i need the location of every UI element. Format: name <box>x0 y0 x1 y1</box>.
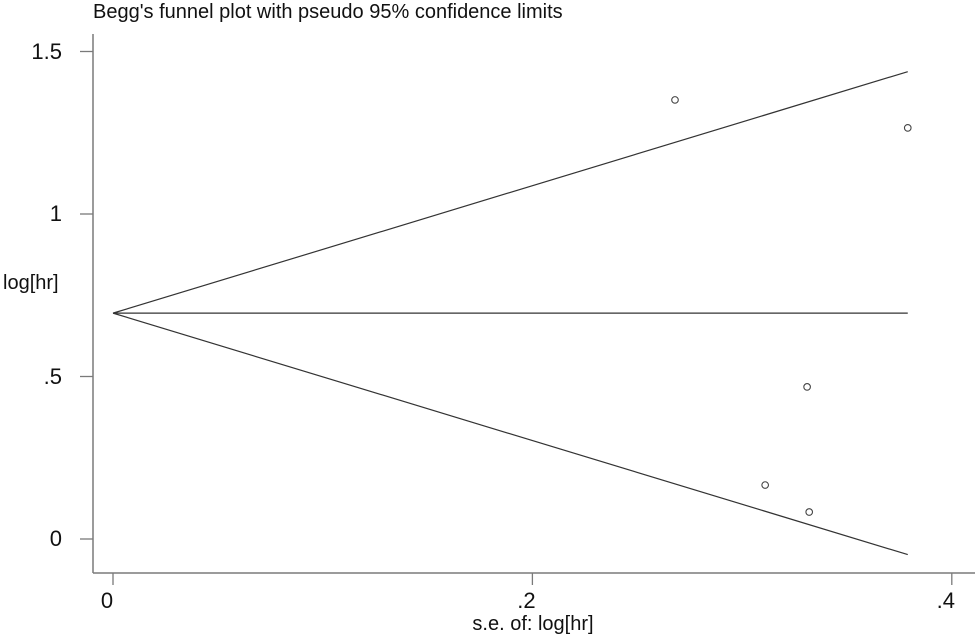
y-tick-label: 0 <box>49 526 62 551</box>
y-axis-label: log[hr] <box>3 272 59 294</box>
y-tick-label: 1.5 <box>31 38 62 64</box>
lower-confidence-limit <box>112 312 908 556</box>
upper-confidence-limit <box>112 71 908 314</box>
study-point <box>671 96 679 104</box>
study-points <box>671 96 912 516</box>
x-tick-label: 0 <box>100 588 114 613</box>
study-point <box>805 508 814 516</box>
x-axis-label: s.e. of: log[hr] <box>472 613 594 635</box>
study-point <box>903 124 912 132</box>
axes <box>80 34 975 585</box>
y-tick-label: 1 <box>49 201 62 226</box>
x-tick-label: .4 <box>936 588 955 613</box>
y-tick-label: .5 <box>43 363 62 389</box>
x-tick-label: .2 <box>517 588 536 613</box>
chart-title: Begg's funnel plot with pseudo 95% confi… <box>93 1 563 23</box>
study-point <box>803 383 811 391</box>
funnel-lines <box>112 71 908 556</box>
study-point <box>761 481 770 489</box>
